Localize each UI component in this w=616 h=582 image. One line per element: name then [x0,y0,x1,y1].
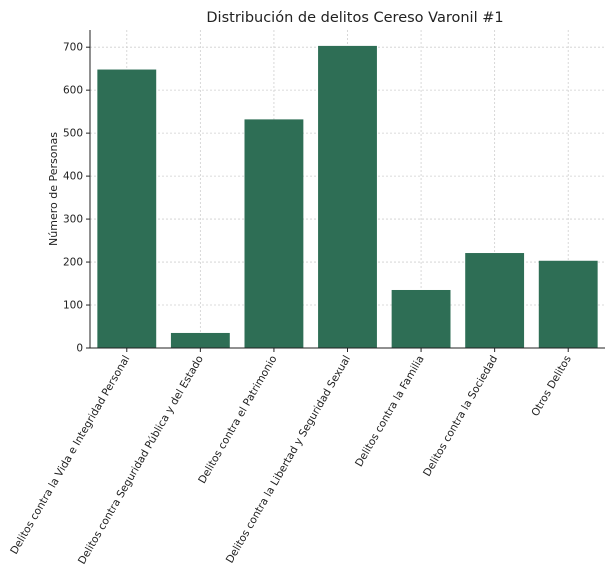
y-tick-label: 700 [63,42,83,54]
bar-layer [97,45,598,349]
bar [170,332,230,348]
bar [97,69,157,349]
y-tick-label: 400 [63,171,83,183]
y-tick-label: 600 [63,85,83,97]
bar [538,260,598,348]
y-tick-layer: 0 100 200 300 400 500 600 700 [63,42,90,355]
y-axis-label: Número de Personas [47,132,60,246]
y-tick-label: 200 [63,257,83,269]
bar [391,289,451,348]
y-tick-label: 500 [63,128,83,140]
y-tick-label: 300 [63,214,83,226]
y-tick-label: 0 [76,343,83,355]
bar [244,119,304,348]
chart-title: Distribución de delitos Cereso Varonil #… [206,10,503,26]
y-tick-label: 100 [63,300,83,312]
bar [318,45,377,349]
bar [465,253,525,348]
